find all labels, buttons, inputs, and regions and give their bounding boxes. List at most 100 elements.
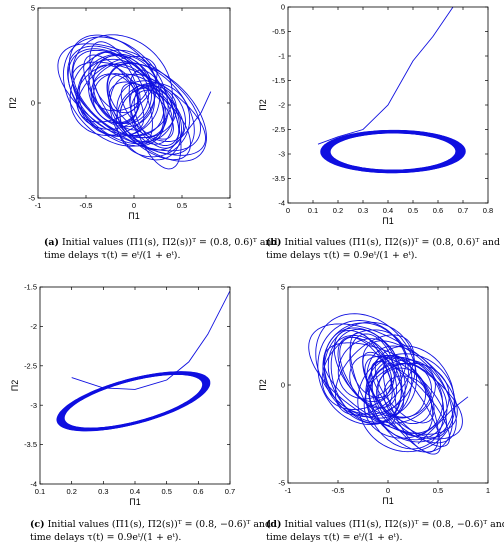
chart-a-series-line <box>75 63 150 130</box>
chart-panel-b: 0 0.1 0.2 0.3 0.4 0.5 0.6 0.7 0.8 -4 -3.5 -3 -2.5 -2 -… <box>252 0 504 275</box>
chart-a-xtick-label: -0.5 <box>80 201 93 210</box>
chart-a-series-line <box>67 48 166 147</box>
chart-a-svg: -1 -0.5 0 0.5 1 -5 0 5 Π1 Π2 <box>8 4 232 221</box>
chart-b-xtick-label: 0.7 <box>458 206 468 215</box>
chart-b-ytick-label: -3 <box>278 150 285 159</box>
chart-panel-d: -1 -0.5 0 0.5 1 -5 0 5 Π1 Π2 (d) Initial values (… <box>252 280 504 550</box>
chart-c-xtick-label: 0.3 <box>98 487 108 496</box>
chart-d-series-line <box>323 342 463 440</box>
chart-b-xtick-label: 0.6 <box>433 206 443 215</box>
chart-b-xtick-label: 0.5 <box>408 206 418 215</box>
chart-a-series-line <box>68 34 165 137</box>
chart-c-xtick-label: 0.4 <box>130 487 140 496</box>
caption-b-line1: Initial values (Π1(s), Π2(s))ᵀ = (0.8, 0… <box>284 237 500 248</box>
chart-d-series-line <box>370 361 451 447</box>
chart-panel-c: 0.1 0.2 0.3 0.4 0.5 0.6 0.7 -4 -3.5 -3 -2.5 -2 -1.5 Π… <box>0 280 271 550</box>
chart-d-ytick-label: -5 <box>278 479 285 488</box>
chart-a-series-line <box>69 49 157 136</box>
chart-c-ytick-label: -2 <box>30 322 37 331</box>
chart-a-series-line <box>62 36 169 147</box>
chart-c-series-line <box>61 373 206 430</box>
chart-c-series-line <box>63 373 204 429</box>
chart-a-series-line <box>167 91 212 153</box>
chart-b-series-line <box>317 7 454 145</box>
chart-b-xtick-label: 0.2 <box>333 206 343 215</box>
chart-a-ytick-label: -5 <box>28 194 35 203</box>
chart-a-series-line <box>77 58 155 137</box>
caption-d-line2: time delays τ(t) = eᵗ/(1 + eᵗ). <box>266 532 403 543</box>
chart-c-series-line <box>62 373 205 429</box>
chart-d-ylabel: Π2 <box>258 379 268 391</box>
chart-d-xtick-label: -1 <box>285 486 292 495</box>
chart-c-ylabel: Π2 <box>10 380 20 392</box>
chart-a-xtick-label: 0 <box>132 201 136 210</box>
chart-c-ytick-label: -1.5 <box>24 283 37 292</box>
chart-c-series-line <box>62 373 205 430</box>
chart-a-series-line <box>106 63 207 162</box>
chart-a-xtick-label: 1 <box>228 201 232 210</box>
chart-b-xtick-label: 0 <box>286 206 290 215</box>
chart-c-xtick-label: 0.5 <box>161 487 171 496</box>
chart-a-series-line <box>71 61 206 156</box>
chart-a-series-line <box>130 89 173 145</box>
caption-b-line2: time delays τ(t) = 0.9eᵗ/(1 + eᵗ). <box>266 250 418 261</box>
chart-b-ylabel: Π2 <box>258 99 268 111</box>
chart-b-xtick-label: 0.3 <box>358 206 368 215</box>
chart-a-ytick-label: 0 <box>31 99 35 108</box>
chart-d-series-line <box>339 336 405 417</box>
chart-b-svg: 0 0.1 0.2 0.3 0.4 0.5 0.6 0.7 0.8 -4 -3.5 -3 -2.5 -2 -… <box>258 3 493 226</box>
chart-b-ytick-label: -4 <box>278 199 285 208</box>
chart-d-series-line <box>330 328 403 424</box>
caption-a-tag: (a) <box>44 237 59 248</box>
chart-d-xtick-label: 0 <box>386 486 390 495</box>
chart-c-xtick-label: 0.2 <box>66 487 76 496</box>
chart-d-xtick-label: -0.5 <box>332 486 345 495</box>
chart-b-series-line <box>320 129 466 174</box>
chart-c-xtick-label: 0.6 <box>193 487 203 496</box>
caption-d-line1: Initial values (Π1(s), Π2(s))ᵀ = (0.8, −… <box>284 519 504 530</box>
chart-d-series-line <box>382 354 439 453</box>
chart-d-xlabel: Π1 <box>382 496 394 506</box>
caption-b-tag: (b) <box>266 237 282 248</box>
chart-c-series-line <box>63 373 204 429</box>
chart-b-xtick-label: 0.8 <box>483 206 493 215</box>
chart-b-ytick-label: -3.5 <box>272 174 285 183</box>
chart-d-series-line <box>323 321 416 415</box>
caption-a: (a) Initial values (Π1(s), Π2(s))ᵀ = (0.… <box>44 236 277 262</box>
chart-a-series-line <box>92 54 152 124</box>
chart-d-series-line <box>366 345 454 453</box>
caption-c-tag: (c) <box>30 519 45 530</box>
chart-b-ytick-label: -2.5 <box>272 125 285 134</box>
chart-c-ytick-label: -2.5 <box>24 361 37 370</box>
chart-d-series-line <box>308 323 458 435</box>
caption-a-line2: time delays τ(t) = eᵗ/(1 + eᵗ). <box>44 250 181 261</box>
chart-b-xlabel: Π1 <box>382 216 394 226</box>
chart-c-xtick-label: 0.1 <box>35 487 45 496</box>
chart-c-ytick-label: -3.5 <box>24 440 37 449</box>
caption-a-line1: Initial values (Π1(s), Π2(s))ᵀ = (0.8, 0… <box>61 237 278 248</box>
chart-d-series-line <box>383 375 432 425</box>
chart-b-trajectory <box>317 7 466 174</box>
caption-c-line1: Initial values (Π1(s), Π2(s))ᵀ = (0.8, −… <box>47 519 271 530</box>
chart-panel-a: -1 -0.5 0 0.5 1 -5 0 5 Π1 Π2 (a) Initial values (… <box>0 0 277 275</box>
chart-a-xtick-label: 0.5 <box>177 201 187 210</box>
chart-c-xtick-label: 0.7 <box>225 487 235 496</box>
chart-c-series-line <box>56 371 211 432</box>
chart-d-xtick-label: 0.5 <box>433 486 443 495</box>
chart-b-xtick-label: 0.4 <box>383 206 393 215</box>
caption-b: (b) Initial values (Π1(s), Π2(s))ᵀ = (0.… <box>266 236 500 262</box>
chart-a-xlabel: Π1 <box>128 211 140 221</box>
chart-a-trajectory <box>57 34 212 170</box>
chart-d-xtick-label: 1 <box>486 486 490 495</box>
chart-c-axes-box <box>39 286 231 485</box>
chart-a-ytick-label: 5 <box>31 4 35 13</box>
chart-d-series-line <box>365 356 445 450</box>
caption-c-line2: time delays τ(t) = 0.9eᵗ/(1 + eᵗ). <box>30 532 182 543</box>
chart-a-ylabel: Π2 <box>8 97 18 109</box>
chart-d-series-line <box>317 320 413 426</box>
chart-c-series-line <box>71 290 230 390</box>
chart-c-xlabel: Π1 <box>129 497 141 507</box>
chart-c-ytick-label: -3 <box>30 401 37 410</box>
chart-a-series-line <box>119 87 175 143</box>
chart-b-ytick-label: -2 <box>278 101 285 110</box>
